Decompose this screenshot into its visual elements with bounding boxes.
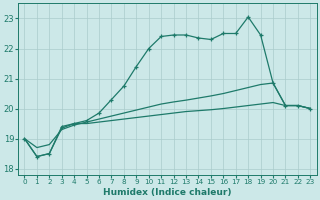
X-axis label: Humidex (Indice chaleur): Humidex (Indice chaleur) <box>103 188 232 197</box>
